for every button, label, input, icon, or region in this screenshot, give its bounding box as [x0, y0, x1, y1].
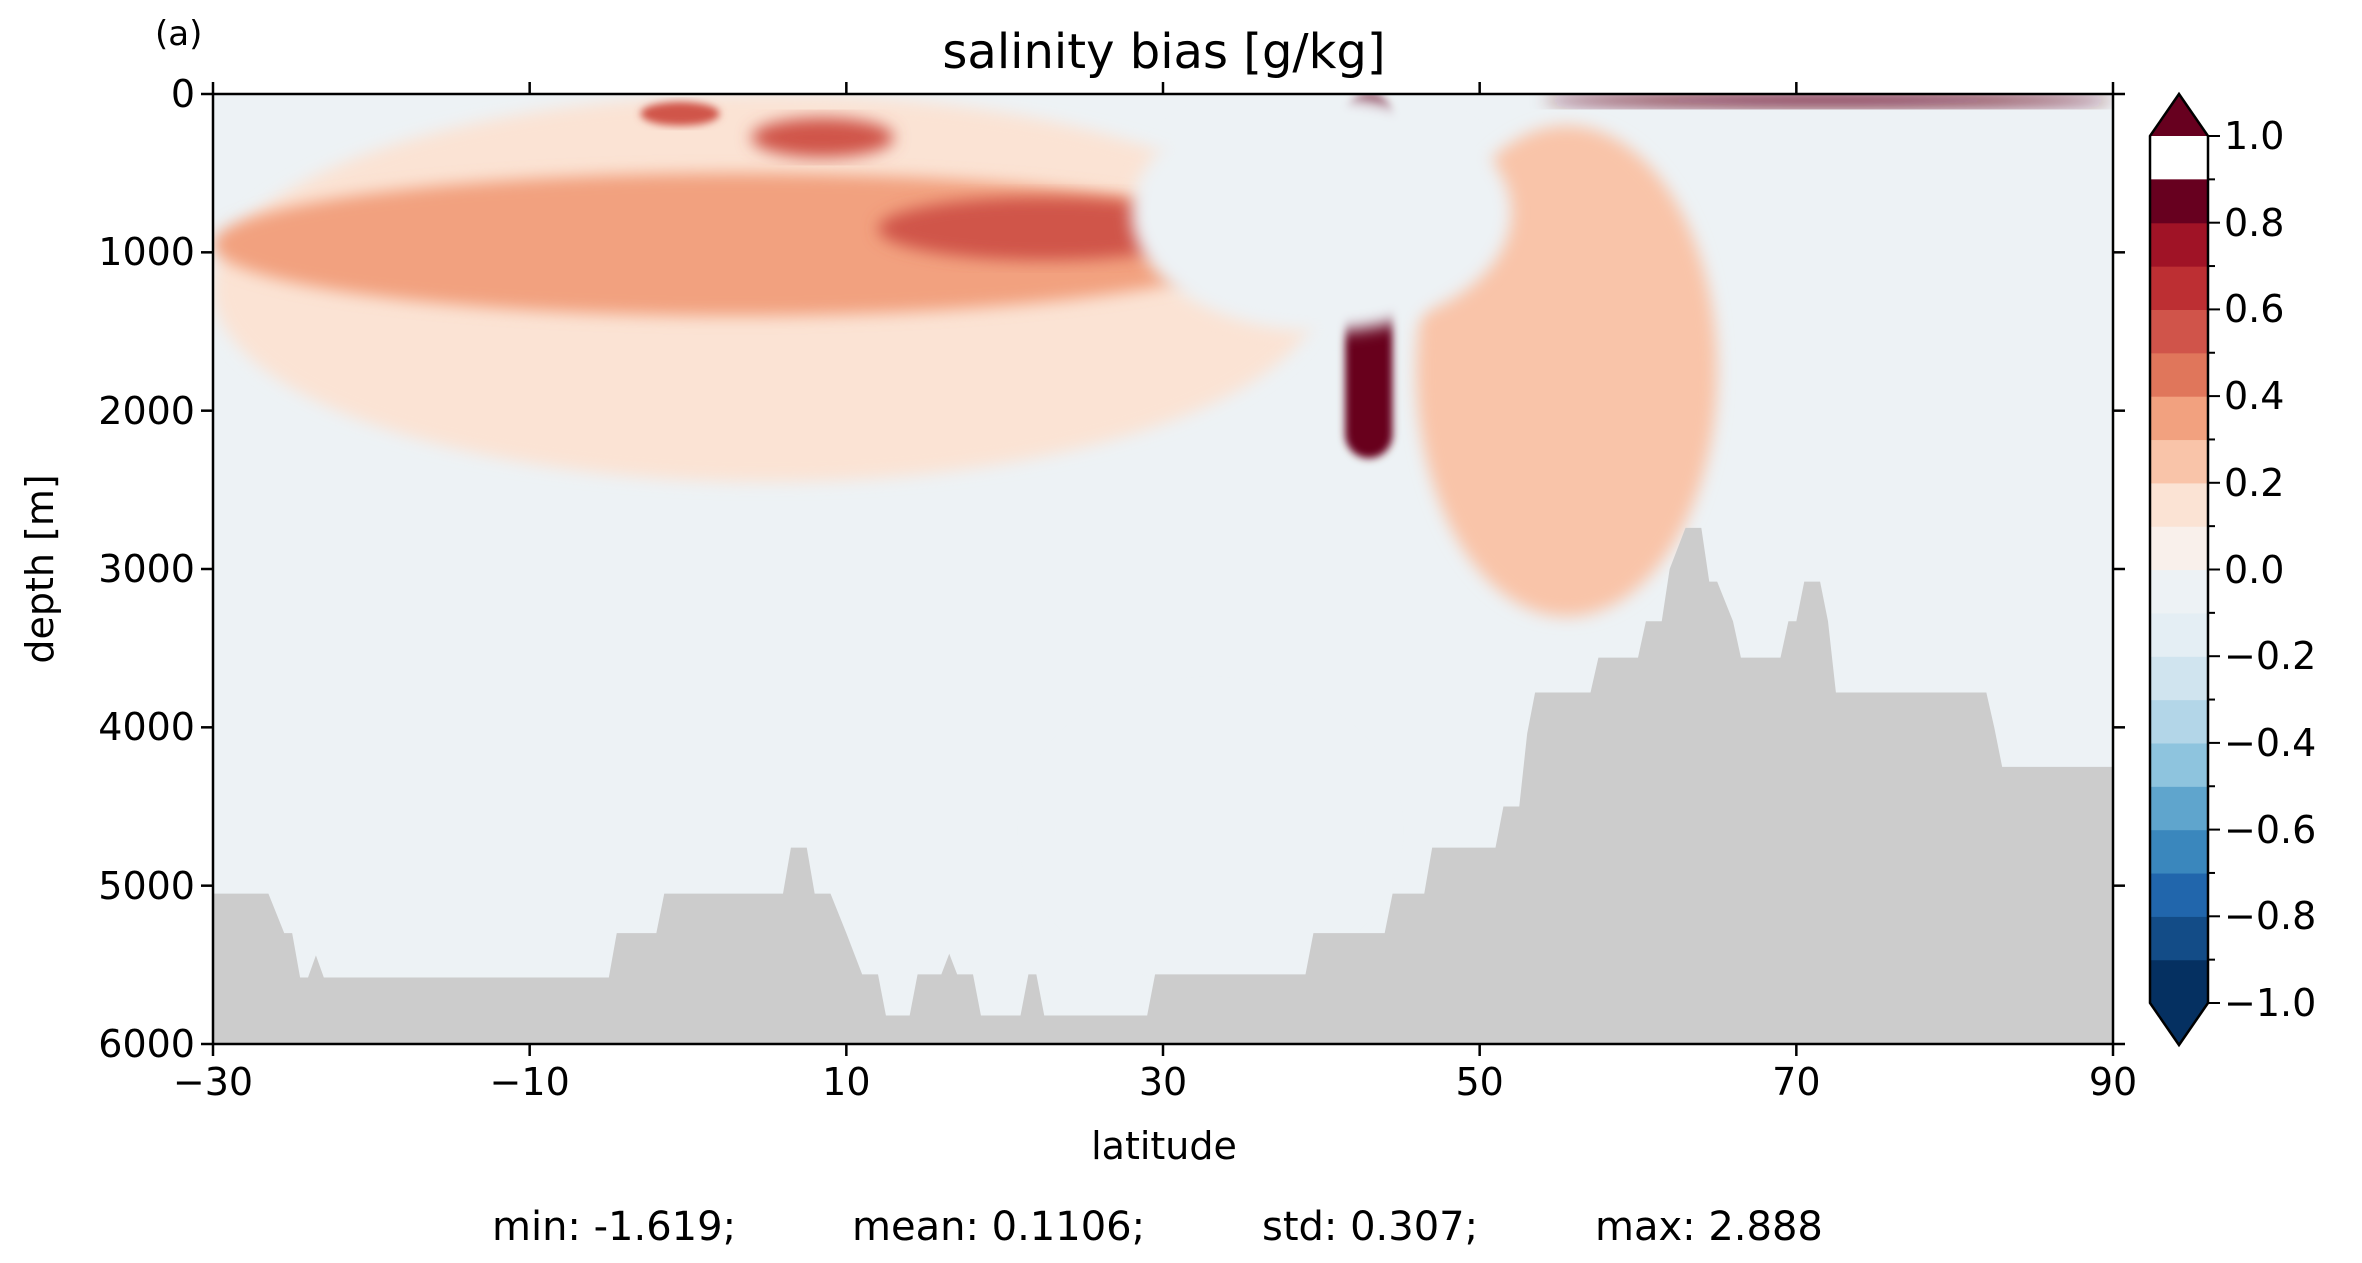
colorbar-tick-label: 0.0 [2224, 547, 2285, 592]
colorbar-segment [2150, 612, 2208, 657]
stat-std: std: 0.307; [1262, 1204, 1479, 1250]
y-tick-label: 6000 [98, 1022, 195, 1066]
colorbar-segment [2150, 786, 2208, 831]
colorbar-segment [2150, 266, 2208, 310]
y-tick-label: 1000 [98, 230, 195, 275]
bias-region-surface-positive-patch [751, 117, 894, 158]
colorbar-segment [2150, 482, 2208, 527]
colorbar-tick-label: −1.0 [2224, 981, 2317, 1025]
colorbar-tick-label: −0.8 [2224, 894, 2317, 939]
x-tick-label: 70 [1772, 1060, 1821, 1104]
colorbar-segment [2150, 309, 2208, 354]
colorbar-segment [2150, 352, 2208, 397]
bias-field [213, 94, 2113, 965]
colorbar-segment [2150, 959, 2208, 1004]
colorbar-segment [2150, 439, 2208, 484]
colorbar-extend-min [2150, 1003, 2208, 1045]
bias-region-subtropical-negative-near-surface [1131, 94, 1512, 332]
panel-label: (a) [155, 14, 203, 54]
stat-min: min: -1.619; [492, 1204, 737, 1250]
plot-area [213, 94, 2113, 1044]
colorbar-tick-label: 0.6 [2224, 287, 2285, 332]
colorbar-tick-label: −0.6 [2224, 807, 2317, 852]
y-tick-label: 5000 [98, 863, 195, 908]
bias-region-deep-negative [1036, 695, 1385, 965]
y-axis-label: depth [m] [18, 474, 62, 664]
x-tick-label: 30 [1138, 1060, 1188, 1104]
colorbar-segment [2150, 179, 2208, 224]
colorbar-segment [2150, 699, 2208, 744]
y-tick-label: 4000 [98, 705, 195, 750]
x-tick-label: 10 [822, 1060, 871, 1104]
colorbar-segment [2150, 222, 2208, 267]
colorbar-segment [2150, 656, 2208, 701]
x-ticks [211, 82, 2115, 1056]
x-tick-label: −30 [172, 1060, 254, 1104]
y-tick-label: 3000 [98, 547, 195, 591]
colorbar-tick-label: 1.0 [2224, 114, 2285, 158]
x-tick-label: −10 [489, 1060, 570, 1104]
bias-region-arctic-surface-positive [1543, 94, 2113, 107]
y-ticks [201, 92, 2125, 1046]
stat-max: max: 2.888 [1595, 1204, 1823, 1250]
colorbar-segment [2150, 872, 2208, 917]
colorbar-segment [2150, 829, 2208, 874]
x-tick-label: 90 [2088, 1060, 2138, 1104]
colorbar-tick-label: 0.2 [2224, 460, 2285, 505]
stat-mean: mean: 0.1106; [852, 1204, 1146, 1250]
colorbar-segment [2150, 916, 2208, 961]
bathymetry-land [213, 527, 2113, 1044]
y-tick-label: 0 [170, 72, 195, 116]
colorbar-tick-label: 0.4 [2224, 374, 2285, 419]
y-tick-label: 2000 [98, 388, 195, 433]
x-axis-label: latitude [1091, 1124, 1237, 1168]
bias-region-surface-positive-patch-2 [640, 101, 720, 126]
colorbar [2148, 91, 2220, 1048]
colorbar-segment [2150, 526, 2208, 571]
chart-title: salinity bias [g/kg] [942, 24, 1386, 80]
colorbar-segment [2150, 396, 2208, 441]
colorbar-segment [2150, 742, 2208, 787]
x-tick-label: 50 [1455, 1060, 1504, 1104]
colorbar-tick-label: −0.2 [2224, 634, 2317, 679]
colorbar-segment [2150, 569, 2208, 614]
colorbar-extend-max [2150, 94, 2208, 136]
colorbar-tick-label: −0.4 [2224, 720, 2317, 765]
colorbar-tick-label: 0.8 [2224, 200, 2285, 245]
bias-region-core-positive [878, 196, 1211, 261]
